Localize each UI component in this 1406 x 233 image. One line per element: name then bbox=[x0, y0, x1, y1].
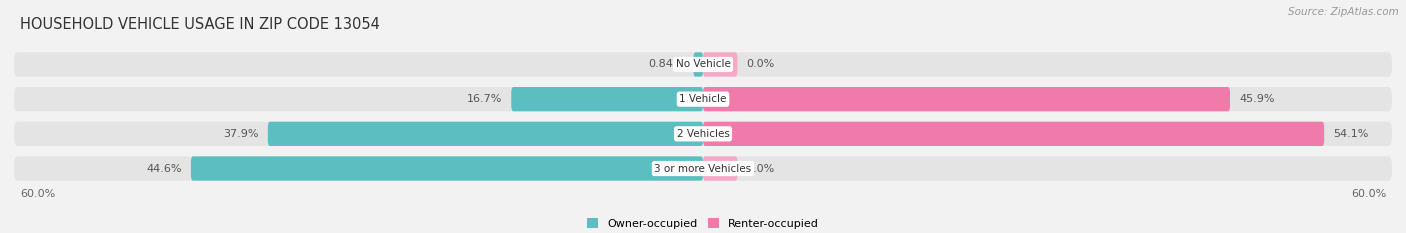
FancyBboxPatch shape bbox=[14, 52, 1392, 77]
Text: 2 Vehicles: 2 Vehicles bbox=[676, 129, 730, 139]
Text: 37.9%: 37.9% bbox=[224, 129, 259, 139]
FancyBboxPatch shape bbox=[703, 122, 1324, 146]
FancyBboxPatch shape bbox=[703, 52, 738, 77]
FancyBboxPatch shape bbox=[191, 156, 703, 181]
FancyBboxPatch shape bbox=[267, 122, 703, 146]
Text: 3 or more Vehicles: 3 or more Vehicles bbox=[654, 164, 752, 174]
Text: 1 Vehicle: 1 Vehicle bbox=[679, 94, 727, 104]
FancyBboxPatch shape bbox=[14, 122, 1392, 146]
Text: 45.9%: 45.9% bbox=[1239, 94, 1275, 104]
Text: 54.1%: 54.1% bbox=[1333, 129, 1369, 139]
FancyBboxPatch shape bbox=[703, 156, 738, 181]
Text: 0.0%: 0.0% bbox=[747, 59, 775, 69]
Text: HOUSEHOLD VEHICLE USAGE IN ZIP CODE 13054: HOUSEHOLD VEHICLE USAGE IN ZIP CODE 1305… bbox=[20, 17, 380, 31]
Text: 16.7%: 16.7% bbox=[467, 94, 502, 104]
FancyBboxPatch shape bbox=[14, 87, 1392, 111]
Text: 44.6%: 44.6% bbox=[146, 164, 181, 174]
Text: Source: ZipAtlas.com: Source: ZipAtlas.com bbox=[1288, 7, 1399, 17]
Text: 0.84%: 0.84% bbox=[648, 59, 685, 69]
FancyBboxPatch shape bbox=[693, 52, 703, 77]
Text: 60.0%: 60.0% bbox=[1351, 189, 1386, 199]
FancyBboxPatch shape bbox=[512, 87, 703, 111]
Text: No Vehicle: No Vehicle bbox=[675, 59, 731, 69]
Legend: Owner-occupied, Renter-occupied: Owner-occupied, Renter-occupied bbox=[582, 214, 824, 233]
FancyBboxPatch shape bbox=[703, 87, 1230, 111]
Text: 60.0%: 60.0% bbox=[20, 189, 55, 199]
FancyBboxPatch shape bbox=[14, 156, 1392, 181]
Text: 0.0%: 0.0% bbox=[747, 164, 775, 174]
